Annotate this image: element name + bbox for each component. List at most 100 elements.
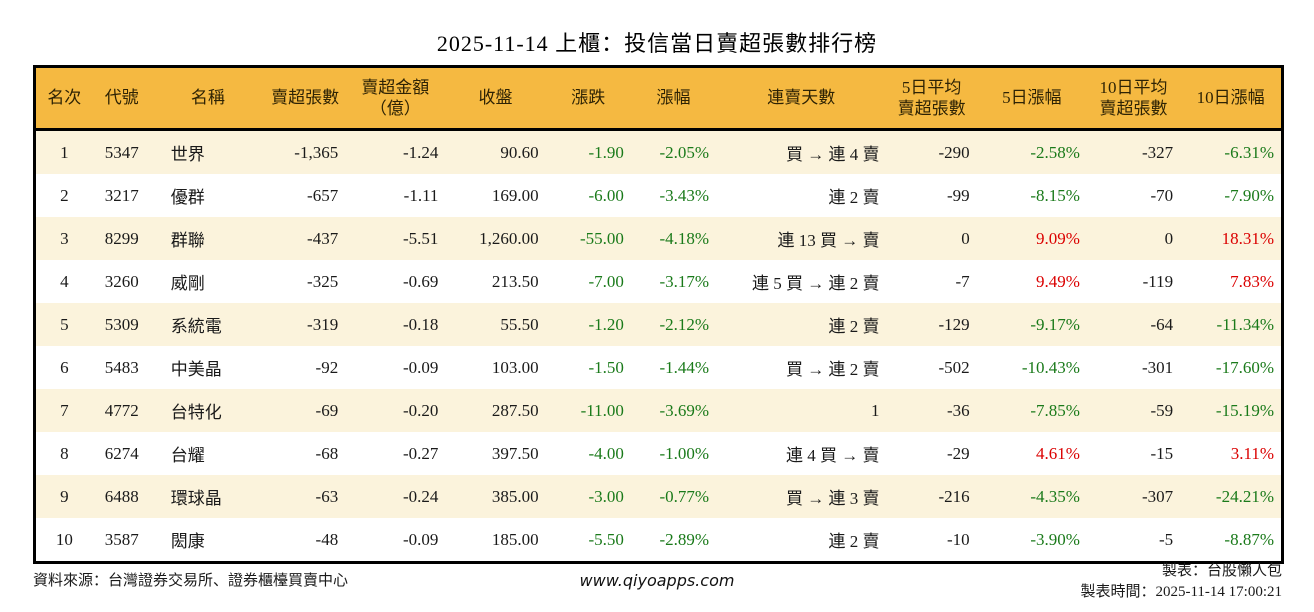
column-header-code: 代號 (92, 66, 151, 130)
cell-change_pct: -2.05% (659, 142, 710, 162)
cell-code: 4772 (104, 400, 139, 420)
cell-code: 5483 (104, 357, 139, 377)
cell-sell_shares: -92 (315, 357, 339, 377)
table-row: 6 5483 中美晶 -92 -0.09 103.00 -1.50 -1.44% 買 → 連 2… (34, 346, 1283, 389)
column-header-streak: 連賣天數 (716, 66, 887, 130)
cell-streak: 買 → 連 4 賣 (785, 145, 880, 164)
cell-change: -11.00 (580, 400, 624, 420)
cell-streak: 買 → 連 3 賣 (785, 489, 880, 508)
table-row: 3 8299 群聯 -437 -5.51 1,260.00 -55.00 -4.18% 連 13… (34, 217, 1283, 260)
cell-pct10: -15.19% (1215, 400, 1274, 420)
cell-pct10: 7.83% (1230, 271, 1274, 291)
cell-close: 213.50 (491, 271, 539, 291)
cell-rank: 3 (60, 228, 69, 248)
cell-pct5: -9.17% (1030, 314, 1080, 334)
cell-sell_shares: -68 (315, 443, 339, 463)
cell-sell_amount: -0.18 (403, 314, 439, 334)
table-row: 5 5309 系統電 -319 -0.18 55.50 -1.20 -2.12% 連 2 賣 -1… (34, 303, 1283, 346)
cell-avg10: -119 (1142, 271, 1174, 291)
cell-pct10: -24.21% (1215, 486, 1274, 506)
cell-change: -7.00 (588, 271, 624, 291)
cell-avg10: -15 (1150, 443, 1174, 463)
cell-pct10: 18.31% (1221, 228, 1274, 248)
cell-code: 5309 (104, 314, 139, 334)
cell-sell_shares: -437 (307, 228, 339, 248)
cell-pct5: 9.09% (1036, 228, 1080, 248)
cell-change: -3.00 (588, 486, 624, 506)
cell-streak: 買 → 連 2 賣 (785, 360, 880, 379)
table-row: 8 6274 台耀 -68 -0.27 397.50 -4.00 -1.00% 連 4 買 → … (34, 432, 1283, 475)
column-header-avg10: 10日平均 賣超張數 (1086, 66, 1181, 130)
cell-pct5: -8.15% (1030, 185, 1080, 205)
cell-rank: 5 (60, 314, 69, 334)
cell-avg5: -290 (938, 142, 970, 162)
cell-name: 環球晶 (170, 489, 222, 508)
cell-avg5: -10 (947, 529, 970, 549)
cell-change_pct: -3.43% (659, 185, 710, 205)
cell-avg10: -70 (1150, 185, 1174, 205)
cell-change: -4.00 (588, 443, 624, 463)
cell-name: 中美晶 (170, 360, 222, 379)
column-header-rank: 名次 (34, 66, 93, 130)
cell-change: -1.20 (588, 314, 624, 334)
cell-rank: 4 (60, 271, 69, 291)
ranking-table: 名次 代號 名稱 賣超張數 賣超金額 （億） 收盤 漲跌 漲幅 連賣天數 5日平均 賣超張數 5日漲… (33, 65, 1284, 564)
cell-streak: 連 4 買 → 賣 (785, 446, 880, 465)
cell-close: 397.50 (491, 443, 539, 463)
cell-pct10: -7.90% (1224, 185, 1274, 205)
cell-avg10: -301 (1141, 357, 1174, 377)
cell-sell_shares: -48 (315, 529, 339, 549)
cell-rank: 8 (60, 443, 69, 463)
page-title: 2025-11-14 上櫃：投信當日賣超張數排行榜 (436, 31, 878, 56)
cell-change_pct: -3.17% (659, 271, 710, 291)
cell-sell_amount: -1.24 (403, 142, 439, 162)
table-row: 4 3260 威剛 -325 -0.69 213.50 -7.00 -3.17% 連 5 買 →… (34, 260, 1283, 303)
cell-avg5: -502 (938, 357, 970, 377)
cell-sell_shares: -63 (315, 486, 339, 506)
cell-sell_amount: -0.20 (403, 400, 439, 420)
maker-label: 製表：台股懶人包 (1161, 563, 1282, 579)
cell-avg5: -216 (938, 486, 970, 506)
column-header-change: 漲跌 (545, 66, 631, 130)
cell-code: 3217 (104, 185, 139, 205)
cell-code: 3260 (104, 271, 139, 291)
cell-name: 系統電 (170, 317, 222, 336)
cell-streak: 1 (870, 400, 880, 420)
website-url: www.qiyoapps.com (579, 571, 735, 590)
column-header-close: 收盤 (445, 66, 546, 130)
cell-avg10: -64 (1150, 314, 1174, 334)
cell-avg10: -59 (1150, 400, 1174, 420)
cell-sell_amount: -0.27 (403, 443, 439, 463)
cell-pct10: -11.34% (1216, 314, 1274, 334)
table-row: 10 3587 閎康 -48 -0.09 185.00 -5.50 -2.89% 連 2 賣 -1… (34, 518, 1283, 563)
cell-pct5: -2.58% (1030, 142, 1080, 162)
cell-change_pct: -3.69% (659, 400, 710, 420)
cell-name: 群聯 (170, 231, 205, 250)
header-row: 名次 代號 名稱 賣超張數 賣超金額 （億） 收盤 漲跌 漲幅 連賣天數 5日平均 賣超張數 5日漲… (34, 66, 1283, 130)
cell-rank: 7 (60, 400, 69, 420)
cell-sell_shares: -1,365 (294, 142, 339, 162)
cell-avg10: -327 (1141, 142, 1174, 162)
cell-sell_amount: -5.51 (403, 228, 439, 248)
column-header-change_pct: 漲幅 (630, 66, 717, 130)
cell-streak: 連 2 賣 (828, 317, 880, 336)
cell-sell_shares: -657 (307, 185, 339, 205)
cell-streak: 連 2 賣 (828, 188, 880, 207)
cell-change_pct: -0.77% (659, 486, 710, 506)
cell-avg5: 0 (961, 228, 970, 248)
column-header-sell_amount: 賣超金額 （億） (345, 66, 446, 130)
column-header-pct5: 5日漲幅 (976, 66, 1087, 130)
cell-name: 威剛 (170, 274, 205, 293)
cell-sell_amount: -1.11 (403, 185, 439, 205)
cell-change_pct: -4.18% (659, 228, 710, 248)
cell-change_pct: -1.00% (659, 443, 710, 463)
cell-pct5: 9.49% (1036, 271, 1080, 291)
cell-avg5: -7 (955, 271, 970, 291)
cell-pct10: 3.11% (1230, 443, 1274, 463)
cell-close: 185.00 (491, 529, 539, 549)
cell-rank: 9 (60, 486, 69, 506)
cell-pct5: -10.43% (1021, 357, 1080, 377)
table-row: 1 5347 世界 -1,365 -1.24 90.60 -1.90 -2.05% 買 → 連 … (34, 129, 1283, 174)
cell-pct5: 4.61% (1036, 443, 1080, 463)
cell-pct10: -6.31% (1224, 142, 1274, 162)
